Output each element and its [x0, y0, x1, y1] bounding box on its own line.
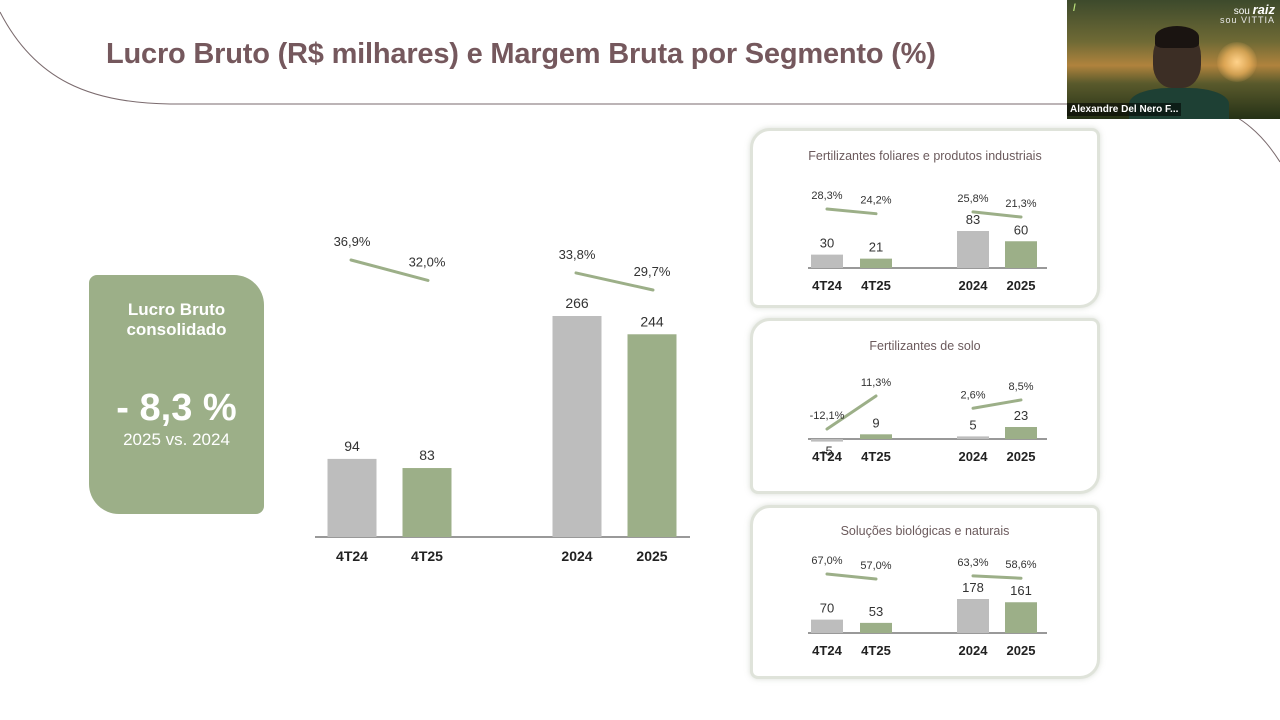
margin-line-2	[574, 271, 655, 292]
video-logo-line1: sou raiz	[1135, 2, 1275, 17]
value-label-2024: 266	[565, 295, 589, 311]
bar-2024	[957, 436, 989, 439]
margin-label-2025: 8,5%	[1008, 381, 1033, 393]
value-label-4T25: 53	[869, 604, 883, 619]
margin-label-4T24: 67,0%	[811, 555, 842, 567]
value-label-4T25: 9	[872, 415, 879, 430]
kpi-card: Lucro Bruto consolidado - 8,3 % 2025 vs.…	[89, 275, 264, 514]
panel-title-solo: Fertilizantes de solo	[869, 339, 981, 353]
category-label-2025: 2025	[1007, 643, 1036, 658]
margin-line-2	[971, 398, 1023, 410]
margin-label-2024: 63,3%	[957, 557, 988, 569]
margin-line-1	[825, 394, 878, 431]
category-label-4T25: 4T25	[861, 643, 891, 658]
panel-biologicas: Soluções biológicas e naturais 70 4T24 53 4…	[750, 505, 1100, 679]
bar-4T24	[811, 254, 843, 268]
margin-label-4T25: 57,0%	[860, 560, 891, 572]
margin-label-4T24: 28,3%	[811, 190, 842, 202]
category-label-2025: 2025	[636, 548, 667, 564]
margin-line-2	[971, 574, 1023, 580]
panel-title-biologicas: Soluções biológicas e naturais	[840, 524, 1010, 538]
value-label-4T24: 94	[344, 438, 360, 454]
margin-label-2024: 25,8%	[957, 193, 988, 205]
category-label-4T24: 4T24	[812, 449, 842, 464]
category-label-2025: 2025	[1007, 278, 1036, 293]
video-thumbnail[interactable]: / sou raiz sou VITTIA Alexandre Del Nero…	[1067, 0, 1280, 119]
value-label-2025: 244	[640, 313, 664, 329]
category-label-4T25: 4T25	[861, 278, 891, 293]
margin-label-4T25: 24,2%	[860, 195, 891, 207]
bar-4T25	[860, 258, 892, 268]
chart-biologicas: 70 4T24 53 4T25 178 2024 161 2025 67,0% 57,0% 63,3…	[808, 555, 1047, 658]
category-label-2025: 2025	[1007, 449, 1036, 464]
margin-line-1	[349, 258, 430, 282]
category-label-2024: 2024	[959, 643, 989, 658]
slide-title: Lucro Bruto (R$ milhares) e Margem Bruta…	[106, 38, 936, 70]
value-label-4T24: 30	[820, 236, 834, 251]
margin-line-1	[825, 572, 878, 581]
chart-foliar: 30 4T24 21 4T25 83 2024 60 2025 28,3% 24,2% 25,8% 2…	[808, 190, 1047, 293]
bar-2025	[1005, 427, 1037, 439]
margin-label-4T24: -12,1%	[810, 410, 845, 422]
panel-solo: Fertilizantes de solo -5 4T24 9 4T25 5 2024 23…	[750, 318, 1100, 494]
value-label-4T24: -5	[821, 444, 833, 459]
consolidated-gross-profit-chart: 94 4T24 83 4T25 266 2024 244 2025 36,9% 32,0% 33,8…	[315, 234, 690, 564]
bar-2025	[627, 334, 677, 537]
bar-4T25	[860, 434, 892, 439]
category-label-4T25: 4T25	[861, 449, 891, 464]
margin-label-2024: 33,8%	[559, 247, 596, 262]
bar-4T24	[811, 619, 843, 633]
margin-label-2025: 29,7%	[634, 264, 671, 279]
bar-2024	[957, 231, 989, 268]
value-label-2025: 161	[1010, 583, 1032, 598]
margin-label-2025: 21,3%	[1005, 198, 1036, 210]
value-label-2024: 5	[969, 417, 976, 432]
bar-2024	[957, 599, 989, 633]
bar-4T25	[860, 622, 892, 633]
video-logo-line2: sou VITTIA	[1219, 15, 1275, 25]
value-label-4T25: 83	[419, 447, 435, 463]
margin-label-4T24: 36,9%	[334, 234, 371, 249]
value-label-2025: 60	[1014, 222, 1028, 237]
margin-label-4T25: 11,3%	[861, 377, 892, 389]
category-label-2024: 2024	[959, 449, 989, 464]
margin-label-2024: 2,6%	[960, 389, 985, 401]
value-label-2024: 178	[962, 580, 984, 595]
value-label-4T24: 70	[820, 601, 834, 616]
bar-2024	[552, 316, 602, 537]
category-label-4T24: 4T24	[812, 278, 842, 293]
video-logo-prefix: sou	[1233, 6, 1250, 17]
value-label-2025: 23	[1014, 408, 1028, 423]
bar-2025	[1005, 241, 1037, 268]
margin-line-2	[971, 210, 1023, 219]
participant-name: Alexandre Del Nero F...	[1067, 103, 1182, 116]
kpi-title: Lucro Bruto consolidado	[126, 300, 227, 339]
category-label-2024: 2024	[561, 548, 592, 564]
category-label-4T24: 4T24	[812, 643, 842, 658]
brand-mark-icon: /	[1073, 3, 1076, 14]
category-label-4T24: 4T24	[336, 548, 368, 564]
bar-4T25	[402, 468, 452, 537]
panel-title-foliar: Fertilizantes foliares e produtos indust…	[808, 149, 1042, 163]
margin-line-1	[825, 207, 878, 216]
value-label-2024: 83	[966, 212, 980, 227]
value-label-4T25: 21	[869, 240, 883, 255]
kpi-subtitle: 2025 vs. 2024	[123, 430, 230, 449]
header-curve	[0, 11, 1280, 163]
margin-label-2025: 58,6%	[1005, 559, 1036, 571]
category-label-4T25: 4T25	[411, 548, 443, 564]
panel-foliar: Fertilizantes foliares e produtos indust…	[750, 128, 1100, 308]
margin-label-4T25: 32,0%	[409, 254, 446, 269]
bar-4T24	[327, 458, 377, 537]
video-logo-word: raiz	[1252, 2, 1275, 17]
participant-hair	[1155, 26, 1199, 48]
bar-2025	[1005, 602, 1037, 633]
category-label-2024: 2024	[959, 278, 989, 293]
bar-4T24	[811, 439, 843, 442]
kpi-value: - 8,3 %	[116, 387, 237, 429]
sunset-glow	[1217, 42, 1257, 82]
